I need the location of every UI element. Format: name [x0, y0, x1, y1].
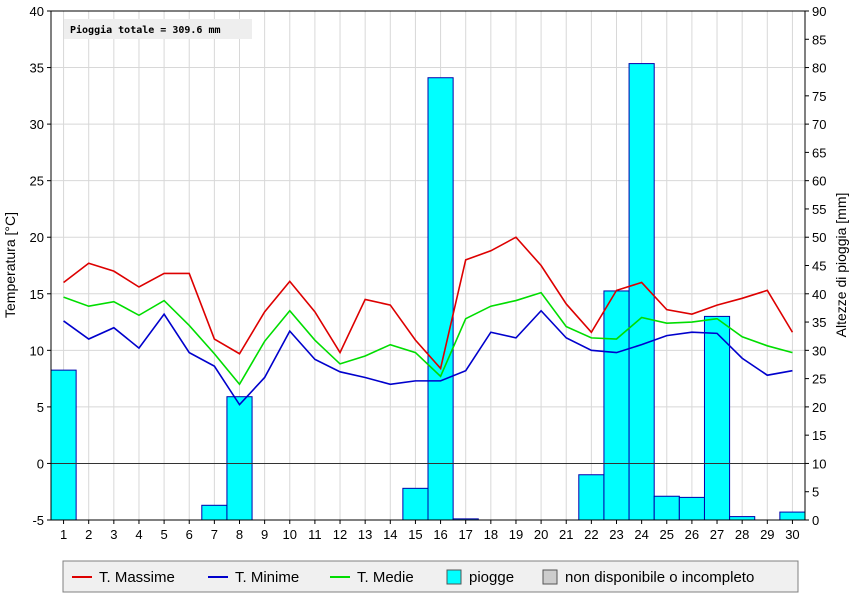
x-tick-label: 29: [760, 527, 774, 542]
rain-bar: [703, 315, 731, 521]
x-axis-ticks: 1 2 3 4 5 6 7 8 9 10 11 12 13 14 15 16 17 18 19 20 21 22 23 24 2…: [60, 520, 800, 542]
legend-swatch-piogge: [446, 569, 462, 585]
series-line-t-minime: [63, 309, 793, 406]
y2-tick-label: 35: [812, 315, 826, 330]
y2-tick-label: 0: [812, 513, 819, 528]
y2-tick-label: 15: [812, 428, 826, 443]
x-tick-label: 5: [160, 527, 167, 542]
x-tick-label: 17: [458, 527, 472, 542]
x-tick-label: 1: [60, 527, 67, 542]
x-tick-label: 10: [283, 527, 297, 542]
x-tick-label: 23: [609, 527, 623, 542]
grid: [51, 10, 805, 521]
series-line-t-massime: [63, 236, 794, 371]
rain-bar: [427, 77, 454, 521]
x-tick-label: 22: [584, 527, 598, 542]
x-tick-label: 20: [534, 527, 548, 542]
legend-label: T. Minime: [235, 569, 299, 586]
total-rain-annotation: Pioggia totale = 309.6 mm: [64, 19, 252, 39]
y-tick-label: 20: [30, 230, 44, 245]
y2-tick-label: 80: [812, 61, 826, 76]
x-tick-label: 13: [358, 527, 372, 542]
rain-bar: [779, 511, 806, 521]
x-tick-label: 3: [110, 527, 117, 542]
series-line-t-medie: [63, 291, 793, 386]
x-tick-label: 16: [433, 527, 447, 542]
temperature-lines: [63, 236, 794, 406]
y2-tick-label: 75: [812, 89, 826, 104]
x-tick-label: 9: [261, 527, 268, 542]
x-tick-label: 11: [308, 527, 322, 542]
y-tick-label: 15: [30, 287, 44, 302]
x-tick-label: 6: [186, 527, 193, 542]
y2-tick-label: 90: [812, 4, 826, 19]
y-tick-label: 30: [30, 117, 44, 132]
y2-tick-label: 20: [812, 400, 826, 415]
y-tick-label: 0: [37, 456, 44, 471]
y2-tick-label: 10: [812, 456, 826, 471]
rain-bar: [729, 516, 756, 521]
y2-tick-label: 55: [812, 202, 826, 217]
legend-label: T. Massime: [99, 569, 175, 586]
rain-bar: [653, 495, 680, 521]
y-tick-label: 35: [30, 61, 44, 76]
y-tick-label: 40: [30, 4, 44, 19]
rain-bar: [603, 290, 630, 521]
y2-tick-label: 40: [812, 287, 826, 302]
legend-label: T. Medie: [357, 569, 414, 586]
y-tick-label: 5: [37, 400, 44, 415]
x-tick-label: 24: [634, 527, 648, 542]
x-tick-label: 4: [135, 527, 142, 542]
x-tick-label: 27: [710, 527, 724, 542]
y-tick-label: 25: [30, 174, 44, 189]
x-tick-label: 2: [85, 527, 92, 542]
x-tick-label: 21: [559, 527, 573, 542]
x-tick-label: 18: [484, 527, 498, 542]
rain-bar: [50, 369, 77, 521]
y2-tick-label: 25: [812, 372, 826, 387]
x-tick-label: 15: [408, 527, 422, 542]
legend-label: non disponibile o incompleto: [565, 569, 754, 586]
y2-tick-label: 70: [812, 117, 826, 132]
legend-swatch-non-disponibile-o-incompleto: [542, 569, 558, 585]
x-tick-label: 30: [785, 527, 799, 542]
annotation-text: Pioggia totale = 309.6 mm: [70, 24, 221, 36]
y2-tick-label: 5: [812, 485, 819, 500]
x-tick-label: 19: [509, 527, 523, 542]
x-tick-label: 12: [333, 527, 347, 542]
left-axis-ticks: -5 0 5 10 15 20 25 30 35 40: [30, 4, 51, 528]
right-axis-ticks: 0 5 10 15 20 25 30 35 40 45 50 55 60 65 70 75 80 85 90: [805, 4, 826, 528]
y2-tick-label: 30: [812, 343, 826, 358]
y2-tick-label: 50: [812, 230, 826, 245]
x-tick-label: 25: [660, 527, 674, 542]
legend: T. Massime T. Minime T. Medie piogge non dis…: [62, 560, 799, 593]
rain-bar: [402, 487, 429, 521]
x-tick-label: 28: [735, 527, 749, 542]
y-axis-title: Temperatura [°C]: [2, 212, 18, 318]
rain-bar: [226, 396, 253, 521]
rain-bar: [678, 496, 705, 521]
x-tick-label: 14: [383, 527, 397, 542]
x-tick-label: 26: [685, 527, 699, 542]
y2-tick-label: 65: [812, 145, 826, 160]
x-tick-label: 7: [211, 527, 218, 542]
legend-box: [62, 560, 799, 593]
x-tick-label: 8: [236, 527, 243, 542]
y2-axis-title: Altezze di pioggia [mm]: [833, 193, 849, 338]
rain-bar: [201, 504, 228, 521]
y2-tick-label: 85: [812, 32, 826, 47]
y-tick-label: -5: [32, 513, 44, 528]
legend-label: piogge: [469, 569, 514, 586]
y-tick-label: 10: [30, 343, 44, 358]
y2-tick-label: 60: [812, 174, 826, 189]
rain-bar: [578, 474, 605, 521]
y2-tick-label: 45: [812, 259, 826, 274]
